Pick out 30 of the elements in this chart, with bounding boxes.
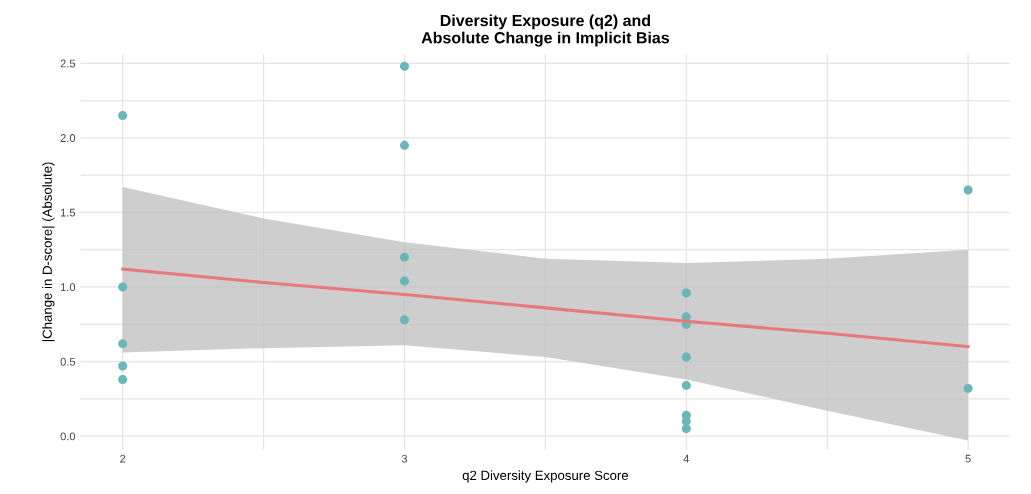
- x-tick-label: 2: [120, 454, 126, 463]
- x-tick-label: 5: [965, 454, 971, 463]
- point: [681, 380, 691, 390]
- point: [963, 185, 973, 195]
- point: [118, 374, 128, 384]
- point: [118, 361, 128, 371]
- point: [400, 252, 409, 262]
- point: [400, 140, 409, 150]
- point: [118, 282, 128, 292]
- x-tick-label: 3: [401, 454, 408, 463]
- y-tick-label: 0.5: [60, 357, 76, 366]
- line-series: [121, 267, 970, 349]
- y-tick-label: 1.0: [60, 283, 76, 292]
- point: [118, 110, 128, 120]
- point: [400, 61, 409, 71]
- y-tick-label: 2.0: [60, 134, 76, 142]
- point: [963, 383, 973, 393]
- y-tick-label: 1.5: [60, 208, 76, 217]
- y-axis-title: |Change in D-score| (Absolute): [42, 162, 55, 342]
- point: [681, 288, 691, 298]
- point: [400, 315, 409, 325]
- point: [118, 339, 128, 349]
- point: [400, 276, 409, 286]
- y-tick-label: 0.0: [60, 432, 76, 441]
- y-tick-label: 2.5: [60, 59, 76, 68]
- point: [681, 424, 691, 434]
- x-tick-label: 4: [683, 454, 690, 463]
- point: [681, 352, 691, 362]
- x-axis-title: q2 Diversity Exposure Score: [462, 470, 629, 483]
- chart-title: Diversity Exposure (q2) and Absolute Change in Implicit Bias: [421, 14, 669, 47]
